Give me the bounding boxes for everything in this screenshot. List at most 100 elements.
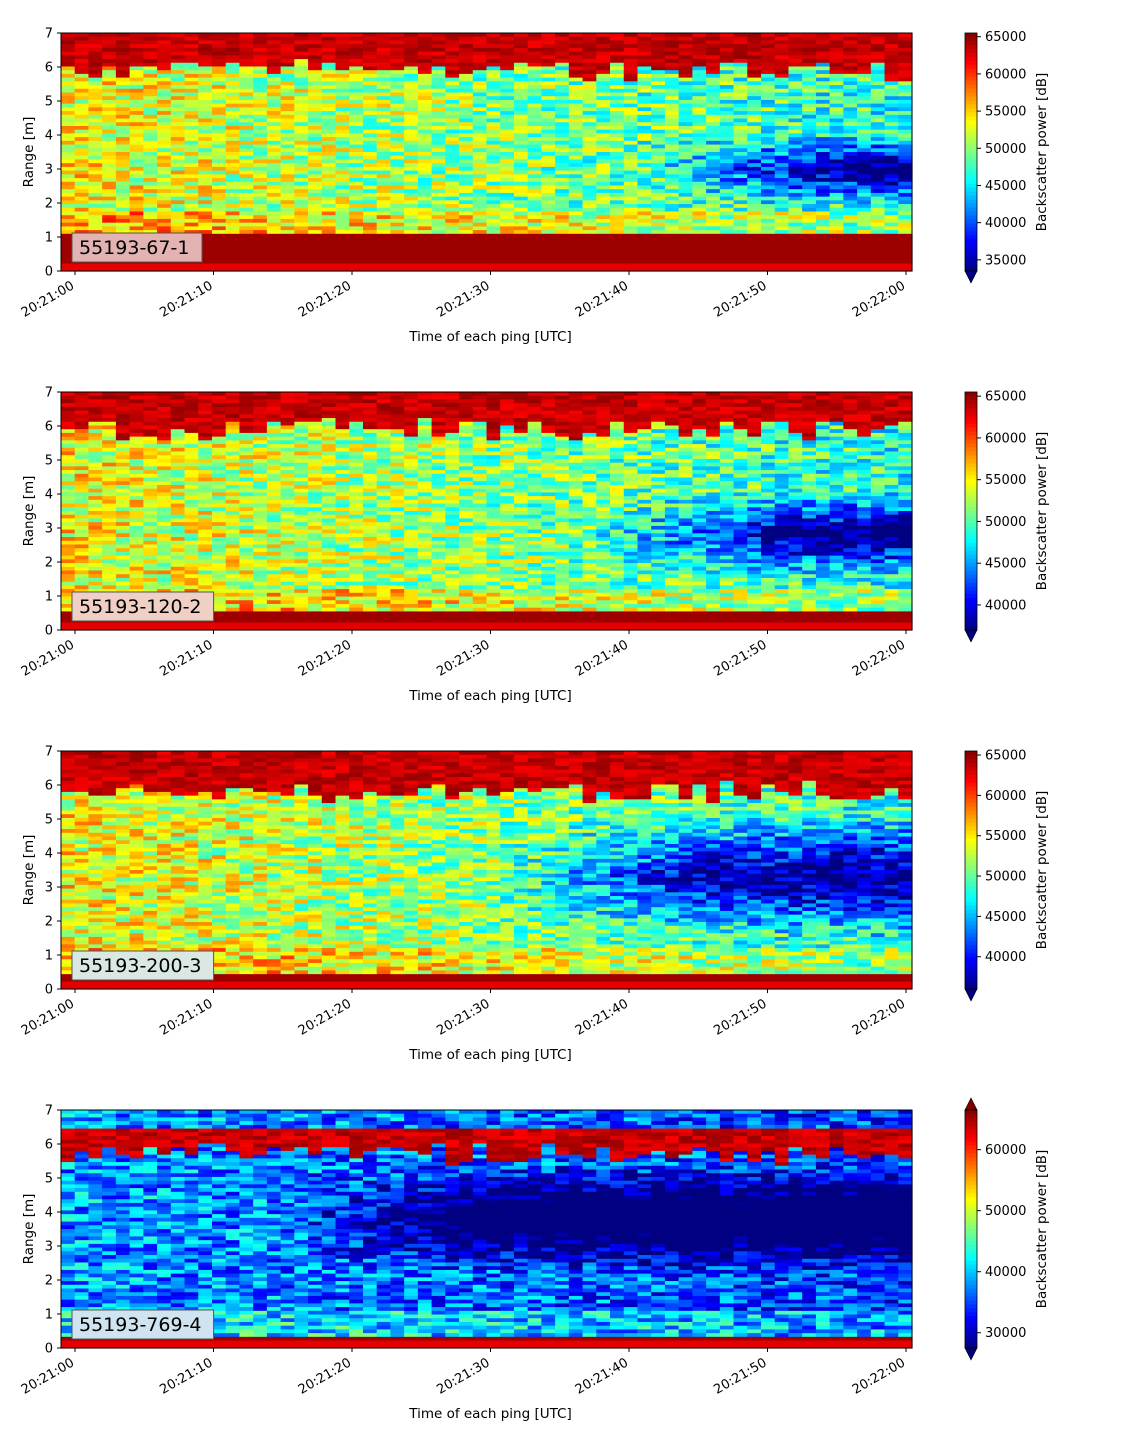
heatmap-cell [157, 129, 172, 135]
heatmap-cell [774, 40, 790, 45]
heatmap-cell [88, 537, 103, 542]
heatmap-cell [898, 185, 913, 190]
heatmap-cell [843, 137, 858, 142]
heatmap-cell [884, 166, 899, 172]
heatmap-cell [198, 551, 213, 557]
heatmap-cell [555, 256, 570, 261]
x-tick-label: 20:21:20 [296, 278, 354, 320]
heatmap-cell [88, 551, 103, 557]
heatmap-cell [527, 233, 543, 239]
heatmap-cell [459, 144, 474, 149]
heatmap-cell [582, 159, 597, 164]
heatmap-cell [390, 256, 405, 261]
heatmap-cell [115, 118, 131, 123]
heatmap-cell [74, 148, 90, 153]
heatmap-cell [239, 200, 254, 205]
heatmap-cell [184, 429, 199, 434]
heatmap-cell [404, 222, 419, 227]
heatmap-cell [61, 181, 76, 187]
heatmap-cell [870, 204, 886, 209]
heatmap-cell [541, 166, 556, 172]
heatmap-cell [678, 152, 693, 157]
heatmap-cell [884, 140, 899, 146]
heatmap-cell [843, 55, 858, 60]
heatmap-cell [802, 47, 817, 53]
heatmap-cell [857, 196, 872, 201]
heatmap-cell [788, 144, 803, 149]
heatmap-cell [431, 129, 446, 135]
heatmap-cell [376, 33, 392, 38]
heatmap-cells [61, 392, 913, 631]
heatmap-cell [637, 103, 652, 108]
heatmap-cell [61, 96, 76, 101]
heatmap-cell [157, 133, 172, 138]
heatmap-cell [719, 81, 735, 86]
heatmap-cell [500, 92, 515, 97]
heatmap-cell [568, 207, 584, 213]
heatmap-cell [829, 226, 844, 231]
heatmap-cell [541, 181, 556, 187]
heatmap-cell [308, 170, 323, 175]
heatmap-cell [211, 540, 227, 546]
heatmap-cell [774, 196, 790, 201]
heatmap-cell [623, 70, 639, 75]
heatmap-cell [102, 40, 117, 45]
heatmap-cell [527, 230, 543, 235]
heatmap-cell [170, 211, 186, 216]
heatmap-cell [253, 111, 268, 116]
heatmap-cell [239, 92, 254, 97]
heatmap-cell [390, 59, 405, 64]
colorbar-segment [965, 52, 977, 58]
heatmap-cell [198, 540, 213, 546]
heatmap-cell [664, 107, 680, 112]
heatmap-cell [623, 248, 639, 254]
heatmap-cell [170, 499, 186, 505]
heatmap-cell [115, 406, 131, 412]
heatmap-cell [610, 137, 625, 142]
heatmap-cell [541, 263, 556, 268]
heatmap-cell [664, 47, 680, 53]
heatmap-cell [486, 170, 501, 175]
heatmap-cell [143, 114, 158, 120]
heatmap-cell [568, 200, 584, 205]
heatmap-cell [198, 267, 213, 272]
heatmap-cell [555, 33, 570, 38]
heatmap-cell [472, 207, 488, 213]
heatmap-cell [843, 241, 858, 246]
heatmap-cell [596, 233, 611, 239]
heatmap-cell [102, 481, 117, 486]
heatmap-cell [445, 118, 460, 123]
heatmap-cell [596, 215, 611, 220]
heatmap-cell [280, 66, 295, 71]
heatmap-cell [733, 244, 748, 250]
heatmap-cell [390, 111, 405, 116]
heatmap-cell [349, 178, 364, 183]
heatmap-cell [266, 267, 282, 272]
heatmap-cell [157, 88, 172, 94]
heatmap-cell [157, 458, 172, 464]
heatmap-cell [88, 122, 103, 127]
heatmap-cell [88, 207, 103, 213]
heatmap-cell [157, 73, 172, 79]
heatmap-cell [706, 59, 721, 64]
heatmap-cell [472, 107, 488, 112]
heatmap-cell [102, 566, 117, 572]
heatmap-cell [486, 196, 501, 201]
heatmap-cell [802, 222, 817, 227]
heatmap-cell [61, 458, 76, 464]
heatmap-cell [500, 62, 515, 68]
heatmap-cell [376, 192, 392, 198]
heatmap-cell [445, 189, 460, 194]
heatmap-cell [102, 166, 117, 172]
heatmap-cell [294, 200, 309, 205]
heatmap-cell [115, 40, 131, 45]
heatmap-cell [239, 585, 254, 590]
heatmap-cell [362, 207, 378, 213]
colorbar-segment [965, 140, 977, 145]
heatmap-cell [500, 230, 515, 235]
heatmap-cell [266, 114, 282, 120]
heatmap-cell [61, 566, 76, 572]
heatmap-cell [225, 551, 241, 557]
heatmap-cell [431, 189, 446, 194]
heatmap-cell [308, 215, 323, 220]
